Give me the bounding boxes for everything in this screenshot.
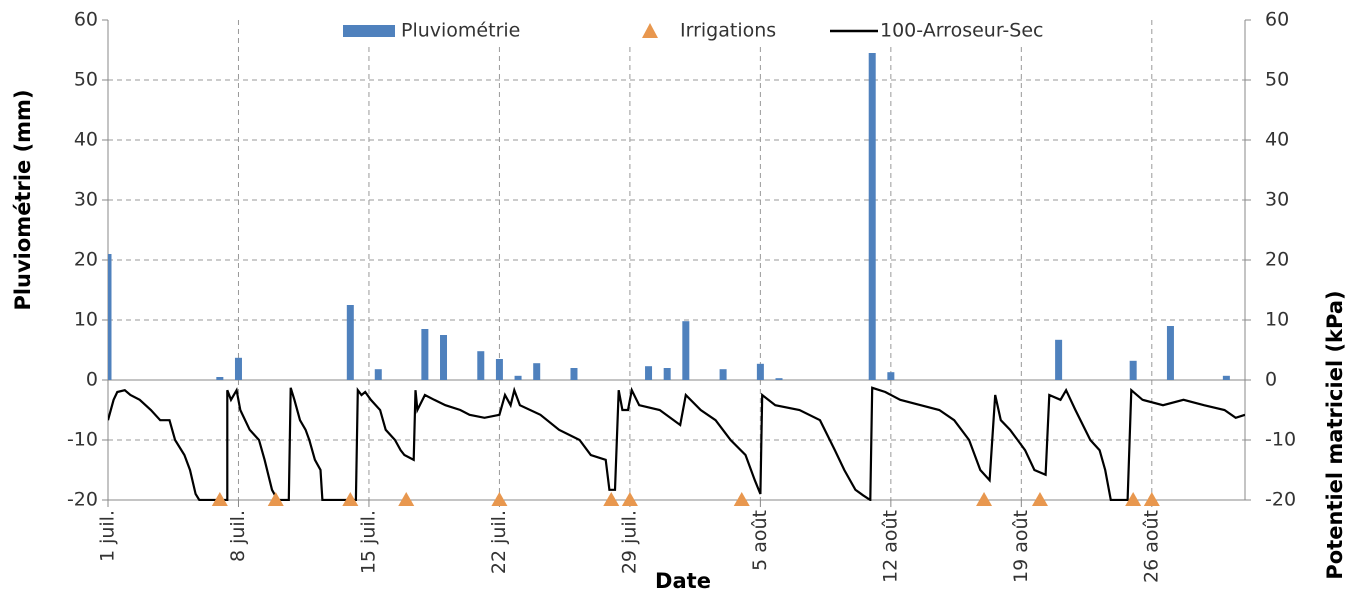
y2-tick-label: 40 bbox=[1265, 129, 1289, 151]
bar bbox=[1166, 326, 1174, 380]
bar bbox=[756, 363, 764, 380]
bar bbox=[533, 363, 541, 380]
bar bbox=[234, 357, 242, 380]
legend-swatch bbox=[343, 25, 395, 37]
y-tick-label: 50 bbox=[74, 69, 98, 91]
bar bbox=[440, 335, 448, 380]
bar bbox=[514, 375, 522, 380]
marker bbox=[267, 492, 284, 506]
bar bbox=[682, 321, 690, 380]
y2-tick-label: 0 bbox=[1265, 369, 1277, 391]
x-tick-label: 15 juil. bbox=[357, 510, 379, 574]
plot-area bbox=[108, 53, 1245, 501]
x-tick-label: 8 juil. bbox=[227, 510, 249, 562]
y-tick-label: -20 bbox=[67, 489, 98, 511]
y-tick-label: 60 bbox=[74, 9, 98, 31]
bar bbox=[495, 359, 503, 380]
y2-tick-label: 60 bbox=[1265, 9, 1289, 31]
bar bbox=[421, 329, 429, 380]
bar bbox=[477, 351, 485, 380]
y-tick-label: 0 bbox=[86, 369, 98, 391]
y2-tick-label: 50 bbox=[1265, 69, 1289, 91]
marker bbox=[1125, 492, 1142, 506]
x-tick-label: 29 juil. bbox=[618, 510, 640, 574]
y-tick-label: 30 bbox=[74, 189, 98, 211]
y-tick-label: 20 bbox=[74, 249, 98, 271]
x-tick-label: 12 août bbox=[879, 510, 901, 583]
legend-label: 100-Arroseur-Sec bbox=[880, 20, 1043, 42]
bar bbox=[719, 369, 727, 380]
marker bbox=[1143, 492, 1160, 506]
marker bbox=[342, 492, 359, 506]
marker bbox=[1031, 492, 1048, 506]
x-tick-label: 1 juil. bbox=[97, 510, 119, 562]
bar bbox=[374, 369, 382, 380]
y2-tick-label: 30 bbox=[1265, 189, 1289, 211]
marker bbox=[621, 492, 638, 506]
bar bbox=[1055, 339, 1063, 380]
bar bbox=[570, 368, 578, 380]
legend-swatch bbox=[642, 23, 658, 38]
marker bbox=[398, 492, 415, 506]
legend-label: Irrigations bbox=[680, 20, 776, 42]
y2-tick-label: 20 bbox=[1265, 249, 1289, 271]
bar bbox=[775, 378, 783, 380]
x-tick-label: 19 août bbox=[1010, 510, 1032, 583]
marker bbox=[603, 492, 620, 506]
x-axis-label: Date bbox=[655, 569, 711, 593]
bar bbox=[868, 53, 876, 380]
y-axis-label: Pluviométrie (mm) bbox=[11, 89, 35, 310]
x-tick-label: 5 août bbox=[749, 510, 771, 571]
y2-tick-label: 10 bbox=[1265, 309, 1289, 331]
legend-label: Pluviométrie bbox=[401, 20, 520, 42]
marker bbox=[491, 492, 508, 506]
y2-tick-label: -10 bbox=[1265, 429, 1296, 451]
marker bbox=[211, 492, 228, 506]
bar bbox=[108, 254, 112, 380]
y2-tick-label: -20 bbox=[1265, 489, 1296, 511]
line bbox=[108, 386, 1245, 501]
x-tick-label: 26 août bbox=[1140, 510, 1162, 583]
bar bbox=[346, 305, 354, 380]
bar bbox=[1222, 375, 1230, 380]
y-tick-label: -10 bbox=[67, 429, 98, 451]
bar bbox=[1129, 360, 1137, 380]
y-tick-label: 40 bbox=[74, 129, 98, 151]
y-tick-label: 10 bbox=[74, 309, 98, 331]
bar bbox=[645, 366, 653, 380]
marker bbox=[976, 492, 993, 506]
y2-axis-label: Potentiel matriciel (kPa) bbox=[1323, 290, 1347, 579]
bar bbox=[216, 377, 224, 380]
bar bbox=[663, 368, 671, 380]
x-tick-label: 22 juil. bbox=[488, 510, 510, 574]
bar bbox=[887, 372, 895, 380]
marker bbox=[733, 492, 750, 506]
